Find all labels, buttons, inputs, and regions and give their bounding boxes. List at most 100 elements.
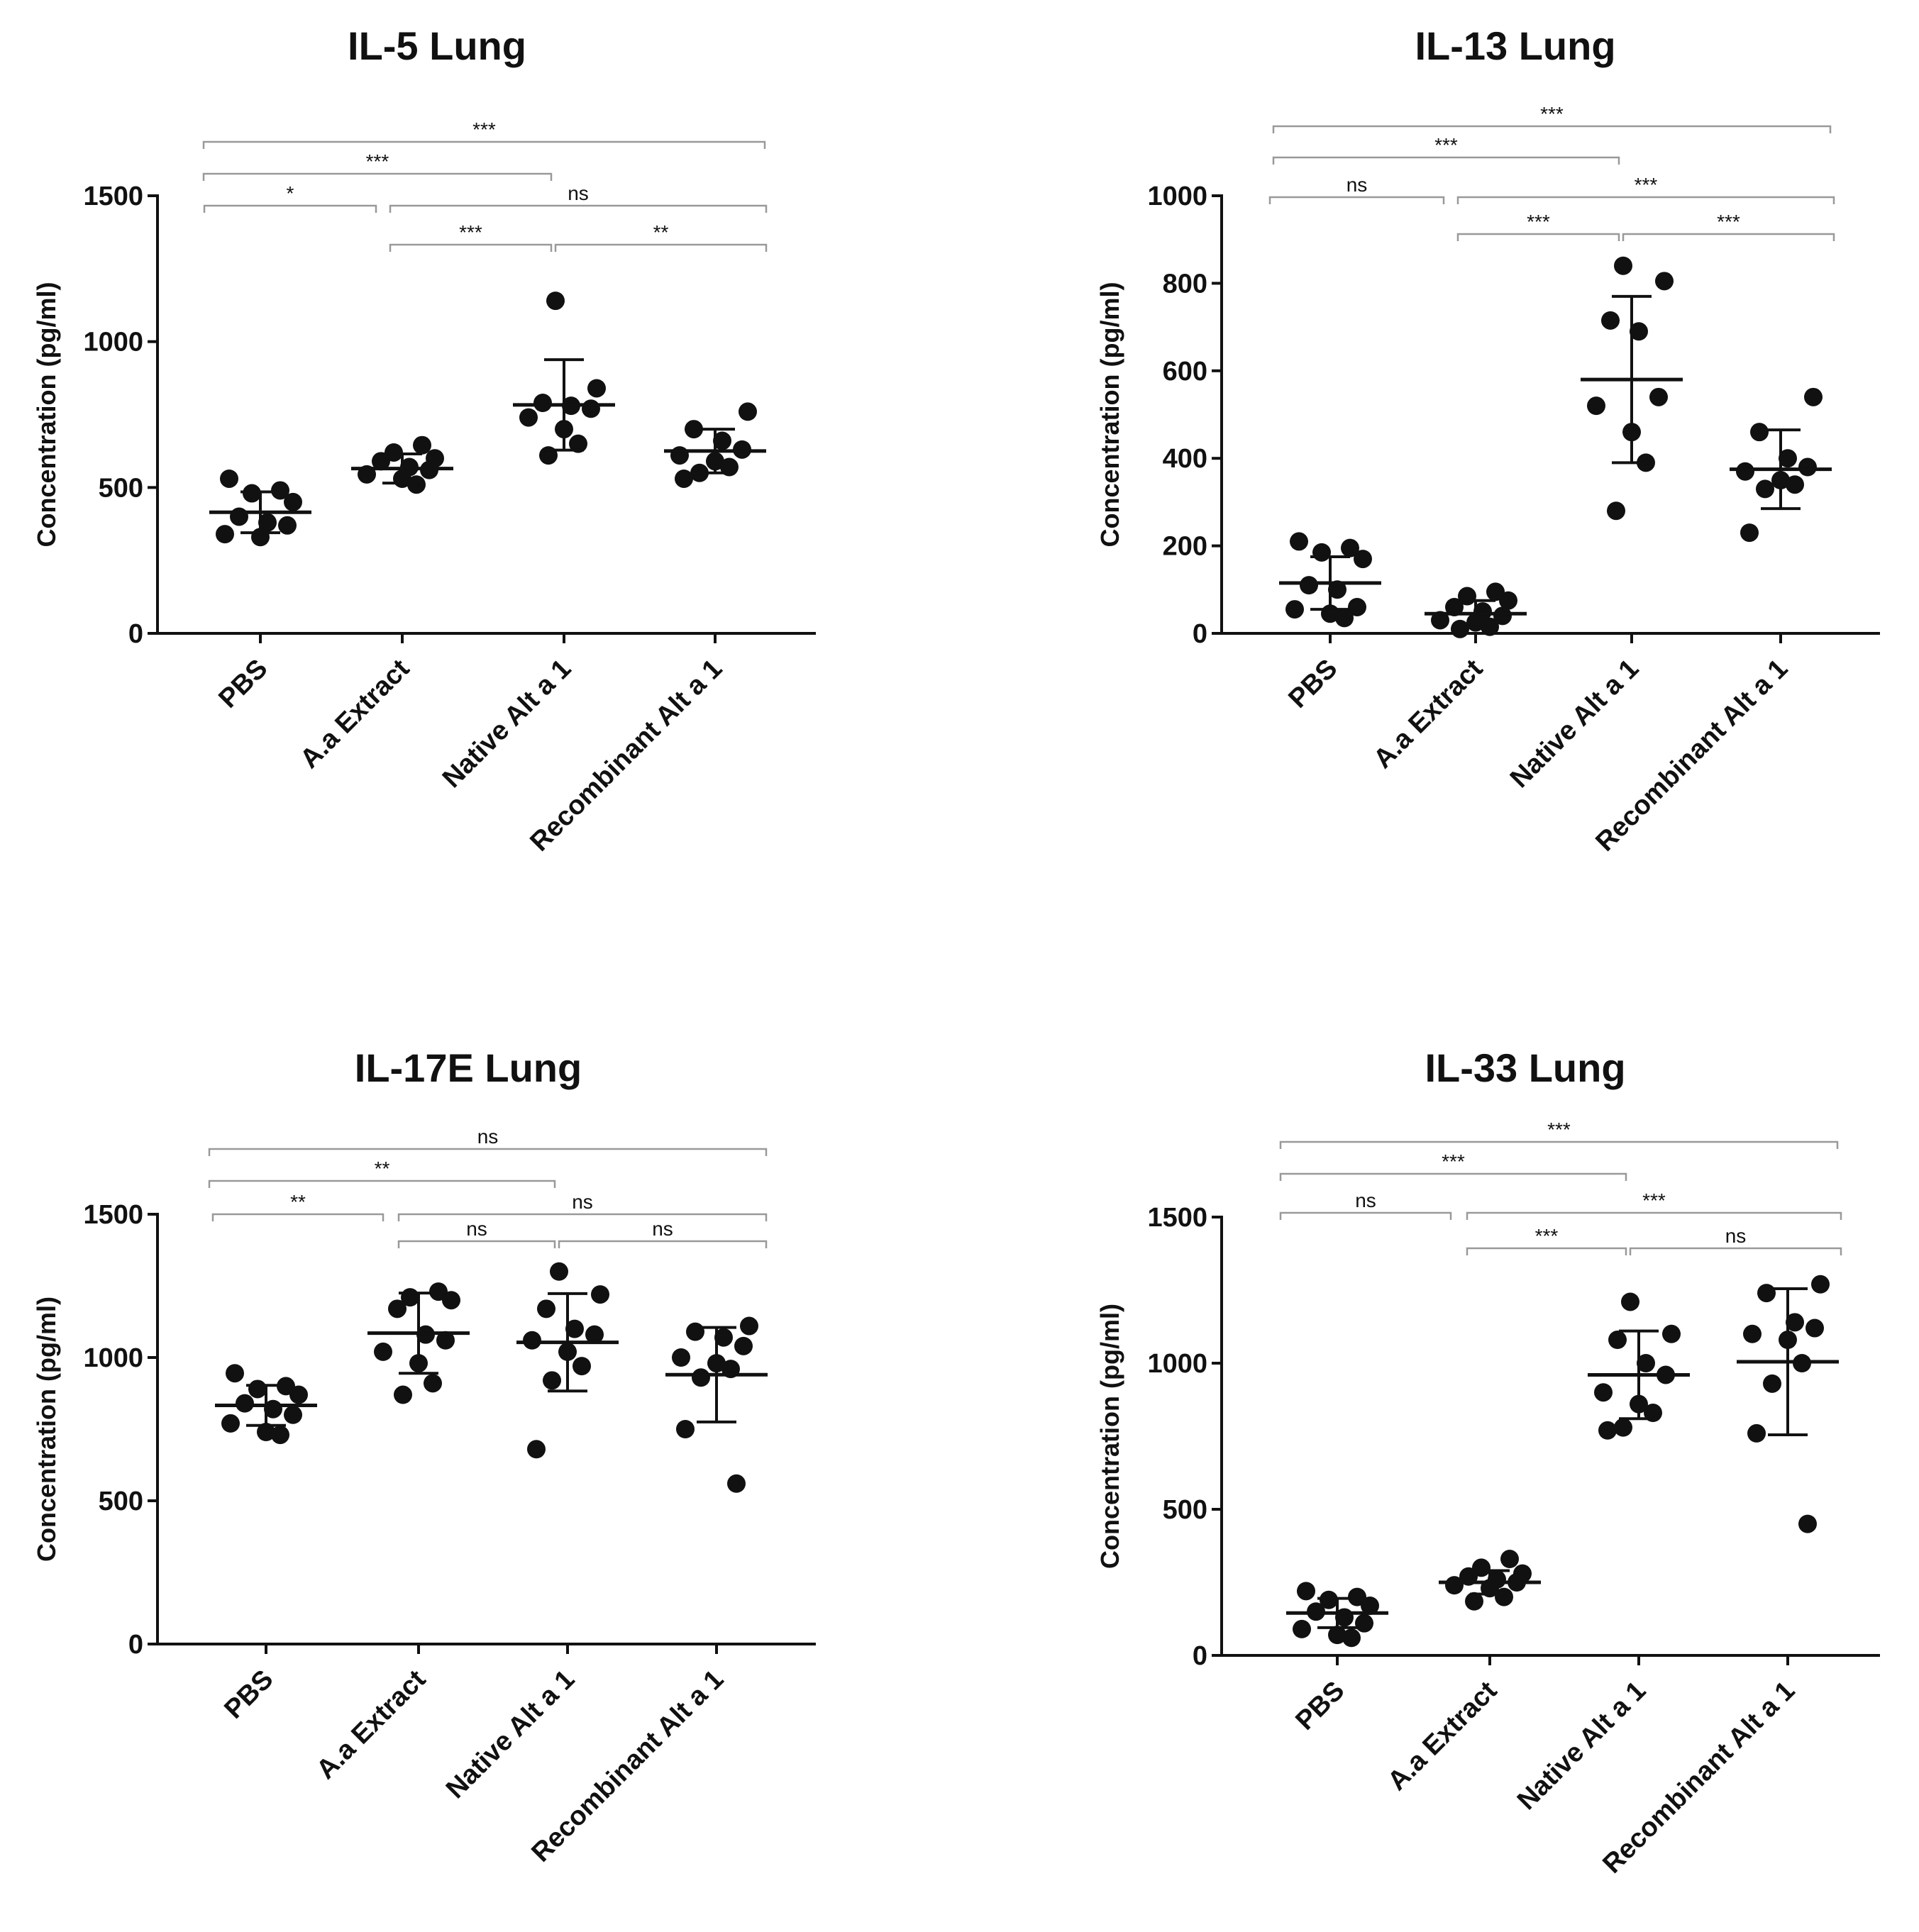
significance-bracket: [208, 1148, 768, 1156]
data-point: [1614, 1418, 1632, 1437]
data-point: [221, 1414, 240, 1433]
data-point: [587, 379, 606, 398]
data-point: [1328, 1626, 1346, 1645]
data-point: [543, 1371, 561, 1390]
significance-label: ***: [472, 118, 496, 140]
data-point: [523, 1331, 541, 1350]
data-point: [1736, 462, 1754, 481]
data-point: [533, 394, 552, 413]
data-point: [436, 1331, 455, 1350]
y-tick-label: 1000: [1147, 1349, 1207, 1379]
x-tick-label: Native Alt a 1: [441, 1665, 580, 1804]
x-tick-label: PBS: [1290, 1676, 1350, 1736]
y-tick-label: 1500: [83, 1200, 143, 1230]
data-point: [1355, 1614, 1373, 1633]
significance-label: ***: [1434, 134, 1458, 156]
data-point: [1621, 1292, 1639, 1311]
data-point: [1431, 611, 1449, 630]
data-point: [230, 507, 248, 526]
significance-label: ***: [1527, 211, 1550, 233]
data-point: [734, 1336, 753, 1355]
data-point: [1465, 1592, 1483, 1611]
y-tick-label: 0: [128, 619, 143, 649]
data-point: [1763, 1374, 1781, 1393]
data-point: [537, 1299, 555, 1318]
y-tick-label: 500: [99, 473, 143, 503]
significance-label: ns: [1346, 174, 1368, 196]
data-point: [1662, 1324, 1681, 1343]
significance-bracket: [1268, 196, 1445, 204]
panel-il17e-lung: IL-17E Lung Concentration (pg/ml) 0 500 1000…: [32, 1045, 816, 1868]
significance-bracket: [1622, 233, 1835, 241]
significance-label: ns: [1725, 1225, 1747, 1247]
data-point: [442, 1291, 460, 1310]
data-point: [243, 484, 261, 503]
data-point: [1804, 387, 1823, 406]
data-point: [220, 469, 238, 488]
data-point: [1805, 1318, 1824, 1338]
significance-bracket: [203, 204, 377, 213]
significance-bracket: [211, 1213, 385, 1221]
significance-bracket: [202, 172, 553, 181]
y-axis-label: Concentration (pg/ml): [1095, 282, 1124, 548]
significance-bracket: [554, 243, 768, 252]
significance-bracket: [1279, 1211, 1452, 1220]
data-point: [685, 420, 703, 439]
data-point: [1637, 1354, 1655, 1372]
data-point: [1335, 609, 1354, 628]
data-point: [727, 1474, 746, 1493]
y-tick-label: 0: [1193, 1641, 1207, 1671]
data-point: [740, 1316, 758, 1336]
data-point: [1756, 479, 1774, 499]
significance-bracket: [1456, 233, 1620, 241]
y-tick-label: 400: [1163, 444, 1207, 474]
data-point: [670, 446, 689, 465]
significance-bracket: [558, 1240, 768, 1248]
data-point: [1747, 1423, 1766, 1443]
data-point: [1500, 1550, 1519, 1569]
significance-bracket: [397, 1240, 556, 1248]
data-point: [1312, 543, 1331, 562]
significance-label: ns: [572, 1191, 593, 1213]
x-tick-label: A.a Extract: [1382, 1675, 1503, 1796]
data-point: [1341, 538, 1359, 557]
y-tick-label: 1000: [83, 1343, 143, 1373]
data-point: [676, 1420, 695, 1438]
significance-bracket: [208, 1179, 556, 1188]
data-point: [1493, 606, 1512, 626]
data-point: [1587, 396, 1605, 416]
significance-label: ns: [466, 1218, 487, 1240]
x-tick-label: A.a Extract: [311, 1664, 431, 1784]
data-point: [565, 1319, 584, 1338]
data-point: [582, 399, 600, 418]
significance-label: **: [290, 1191, 306, 1213]
y-tick-label: 1000: [83, 328, 143, 357]
significance-bracket: [1279, 1140, 1839, 1149]
data-point: [739, 402, 757, 421]
significance-bracket: [389, 243, 553, 252]
data-point: [1285, 600, 1304, 619]
significance-bracket: [1272, 125, 1832, 133]
significance-bracket: [1466, 1247, 1627, 1255]
significance-bracket: [1629, 1247, 1842, 1255]
significance-bracket: [202, 140, 766, 149]
y-tick-label: 1000: [1147, 182, 1207, 211]
data-point: [271, 1426, 289, 1445]
y-tick-label: 1500: [83, 182, 143, 211]
data-point: [236, 1394, 254, 1413]
data-point: [278, 516, 297, 535]
data-point: [1451, 619, 1469, 638]
significance-label: ns: [477, 1126, 499, 1148]
data-point: [550, 1262, 568, 1281]
data-point: [1798, 1514, 1817, 1533]
data-point: [1649, 387, 1668, 406]
data-point: [585, 1325, 604, 1344]
data-point: [1445, 1576, 1464, 1595]
x-tick-label: A.a Extract: [1368, 653, 1488, 774]
data-point: [248, 1379, 267, 1399]
y-tick-label: 200: [1163, 532, 1207, 562]
data-point: [591, 1285, 609, 1304]
chart-title: IL-5 Lung: [348, 23, 526, 68]
data-point: [1293, 1619, 1311, 1638]
significance-label: ***: [1717, 211, 1740, 233]
